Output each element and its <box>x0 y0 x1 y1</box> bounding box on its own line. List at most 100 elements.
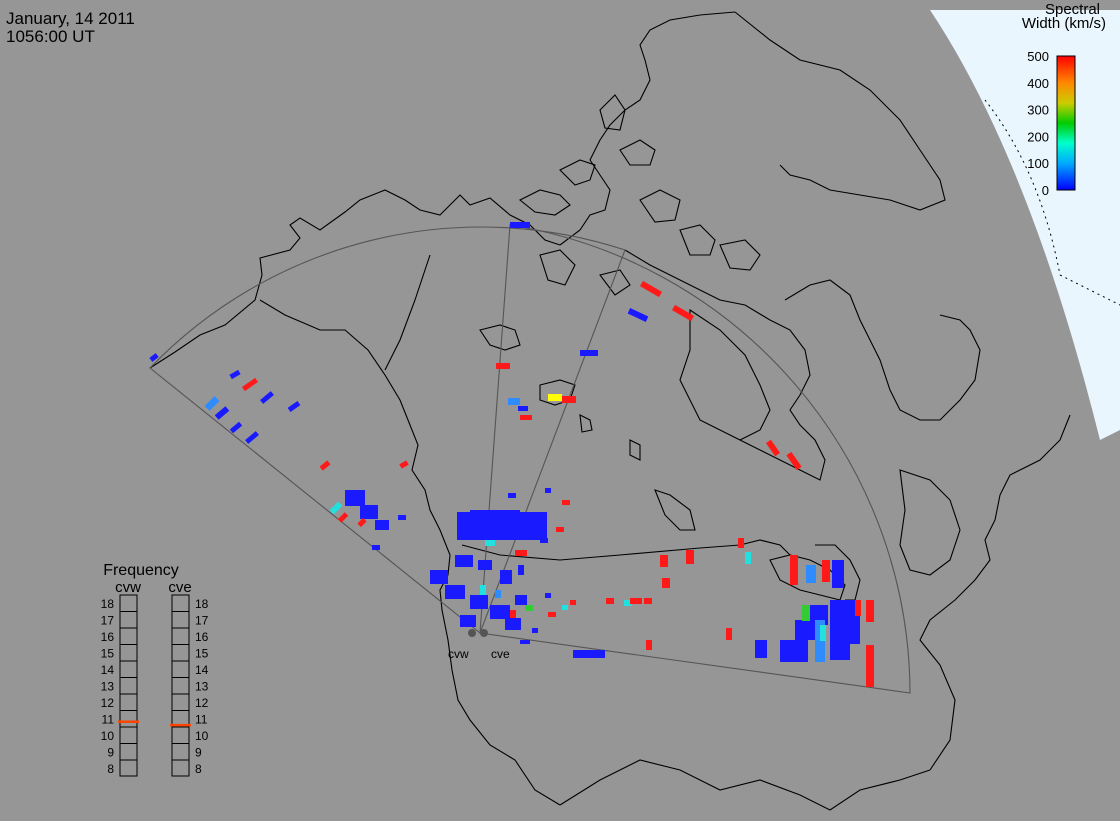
radar-data-cell <box>445 585 465 599</box>
radar-data-cell <box>525 605 533 611</box>
radar-data-cell <box>745 552 751 564</box>
radar-data-cell <box>738 538 744 548</box>
radar-data-cell <box>515 550 527 556</box>
radar-data-cell <box>573 650 605 658</box>
radar-data-cell <box>398 515 406 520</box>
radar-data-cell <box>372 545 380 550</box>
radar-data-cell <box>520 640 530 644</box>
frequency-tick-right: 8 <box>195 762 202 776</box>
radar-data-cell <box>204 396 220 411</box>
frequency-tick-right: 16 <box>195 630 209 644</box>
radar-data-cell <box>855 600 861 616</box>
radar-data <box>149 222 874 687</box>
radar-data-cell <box>496 363 510 369</box>
radar-data-cell <box>214 406 230 420</box>
radar-data-cell <box>850 600 860 644</box>
radar-data-cell <box>822 560 830 582</box>
frequency-tick-right: 14 <box>195 663 209 677</box>
coastlines <box>149 11 1071 811</box>
radar-data-cell <box>485 540 495 546</box>
colorbar <box>1056 55 1076 191</box>
radar-data-cell <box>630 598 642 604</box>
radar-data-cell <box>820 625 826 641</box>
radar-data-cell <box>430 570 448 584</box>
frequency-tick-right: 15 <box>195 647 209 661</box>
radar-data-cell <box>540 538 548 543</box>
radar-data-cell <box>460 615 476 627</box>
radar-data-cell <box>562 396 576 403</box>
radar-data-cell <box>570 600 576 605</box>
radar-data-cell <box>606 598 614 604</box>
radar-data-cell <box>562 500 570 505</box>
radar-data-cell <box>287 401 301 412</box>
radar-data-cell <box>624 600 632 606</box>
radar-data-cell <box>505 618 521 630</box>
frequency-tick-left: 13 <box>101 680 115 694</box>
boundaries <box>384 254 741 561</box>
radar-data-cell <box>229 369 241 380</box>
frequency-tick-right: 11 <box>195 713 208 727</box>
radar-data-cell <box>671 304 695 322</box>
radar-data-cell <box>470 595 488 609</box>
frequency-cve-label: cve <box>168 579 191 596</box>
radar-data-cell <box>345 490 365 506</box>
radar-data-cell <box>580 350 598 356</box>
frequency-tick-right: 18 <box>195 597 209 611</box>
radar-data-cell <box>627 308 649 322</box>
radar-data-cell <box>490 605 510 619</box>
radar-label-cvw: cvw <box>448 647 469 661</box>
radar-data-cell <box>548 612 556 617</box>
radar-data-cell <box>375 520 389 530</box>
radar-data-cell <box>360 505 378 519</box>
radar-data-cell <box>518 406 528 411</box>
frequency-title: Frequency <box>103 562 179 579</box>
frequency-tick-right: 13 <box>195 680 209 694</box>
radar-data-cell <box>329 501 343 515</box>
radar-data-cell <box>319 460 331 471</box>
radar-data-cell <box>510 222 530 228</box>
frequency-column-cve <box>171 594 190 777</box>
radar-data-cell <box>337 512 349 523</box>
radar-fov <box>149 224 911 694</box>
radar-data-cell <box>755 640 767 658</box>
radar-data-cell <box>500 570 512 584</box>
frequency-tick-right: 10 <box>195 729 209 743</box>
frequency-tick-right: 17 <box>195 614 209 628</box>
radar-data-cell <box>508 398 520 405</box>
frequency-tick-left: 15 <box>101 647 115 661</box>
frequency-cvw-label: cvw <box>115 579 141 596</box>
colorbar-tick-label: 100 <box>1027 156 1049 171</box>
colorbar-tick-label: 500 <box>1027 49 1049 64</box>
radar-data-cell <box>518 565 524 575</box>
frequency-tick-left: 14 <box>101 663 115 677</box>
radar-data-cell <box>686 550 694 564</box>
longitude-line <box>1059 274 1120 306</box>
frequency-tick-left: 9 <box>107 746 114 760</box>
colorbar-title-line1: Spectral <box>1045 1 1100 18</box>
radar-data-cell <box>508 493 516 498</box>
radar-data-cell <box>866 600 874 622</box>
frequency-column-cvw <box>119 594 138 777</box>
radar-data-cell <box>520 415 532 420</box>
radar-data-cell <box>786 451 802 471</box>
radar-data-cell <box>532 628 538 633</box>
radar-site-cve <box>480 629 488 637</box>
radar-data-cell <box>644 598 652 604</box>
radar-data-cell <box>832 560 844 588</box>
radar-data-cell <box>470 510 520 540</box>
radar-data-cell <box>802 605 810 621</box>
radar-data-cell <box>545 488 551 493</box>
colorbar-tick-label: 200 <box>1027 129 1049 144</box>
radar-data-cell <box>790 555 798 585</box>
radar-data-cell <box>495 590 501 598</box>
radar-data-cell <box>545 593 551 598</box>
radar-data-cell <box>646 640 652 650</box>
radar-data-cell <box>515 595 527 605</box>
frequency-tick-left: 16 <box>101 630 115 644</box>
radar-data-cell <box>229 421 243 434</box>
radar-data-cell <box>260 391 274 404</box>
radar-data-cell <box>242 377 258 392</box>
